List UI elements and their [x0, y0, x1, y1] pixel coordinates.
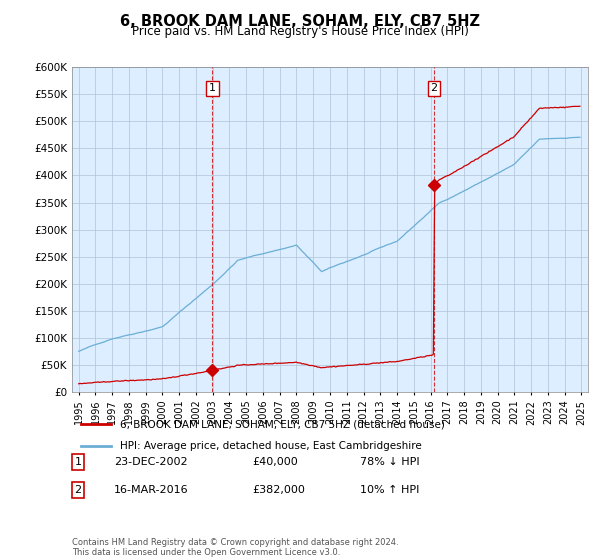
- Text: 1: 1: [209, 83, 216, 94]
- Text: 10% ↑ HPI: 10% ↑ HPI: [360, 485, 419, 495]
- Text: 1: 1: [74, 457, 82, 467]
- Text: 6, BROOK DAM LANE, SOHAM, ELY, CB7 5HZ (detached house): 6, BROOK DAM LANE, SOHAM, ELY, CB7 5HZ (…: [119, 419, 445, 430]
- Text: 6, BROOK DAM LANE, SOHAM, ELY, CB7 5HZ: 6, BROOK DAM LANE, SOHAM, ELY, CB7 5HZ: [120, 14, 480, 29]
- Text: £40,000: £40,000: [252, 457, 298, 467]
- Text: 2: 2: [74, 485, 82, 495]
- Text: 16-MAR-2016: 16-MAR-2016: [114, 485, 188, 495]
- Text: 23-DEC-2002: 23-DEC-2002: [114, 457, 188, 467]
- Text: Contains HM Land Registry data © Crown copyright and database right 2024.
This d: Contains HM Land Registry data © Crown c…: [72, 538, 398, 557]
- Text: £382,000: £382,000: [252, 485, 305, 495]
- Text: HPI: Average price, detached house, East Cambridgeshire: HPI: Average price, detached house, East…: [119, 441, 421, 451]
- Text: 2: 2: [430, 83, 437, 94]
- Text: Price paid vs. HM Land Registry's House Price Index (HPI): Price paid vs. HM Land Registry's House …: [131, 25, 469, 38]
- Text: 78% ↓ HPI: 78% ↓ HPI: [360, 457, 419, 467]
